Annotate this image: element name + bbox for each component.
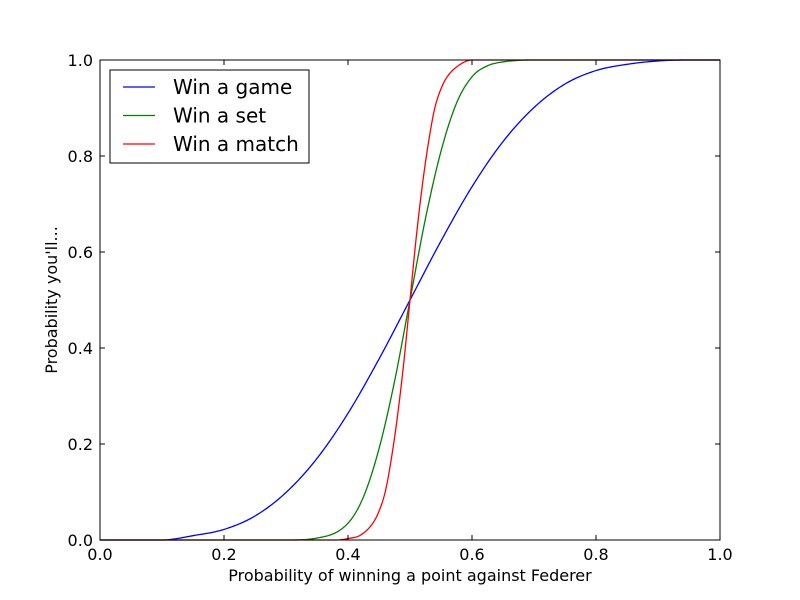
x-tick-label: 0.4 [335, 545, 360, 564]
legend-entries: Win a game Win a set Win a match [123, 75, 299, 156]
x-tick-label: 0.0 [87, 545, 112, 564]
x-tick-label: 0.2 [211, 545, 236, 564]
x-tick-label: 1.0 [707, 545, 732, 564]
x-tick-label: 0.6 [459, 545, 484, 564]
legend-label-2: Win a match [173, 132, 299, 156]
plot-frame [99, 59, 721, 541]
legend-label-1: Win a set [173, 104, 266, 128]
y-tick-label: 0.4 [68, 339, 93, 358]
x-tick-label: 0.8 [583, 545, 608, 564]
y-tick-label: 0.6 [68, 243, 93, 262]
y-tick-label: 0.8 [68, 147, 93, 166]
y-tick-label: 0.2 [68, 435, 93, 454]
x-axis-label: Probability of winning a point against F… [228, 566, 592, 585]
y-axis-label: Probability you'll... [42, 226, 61, 374]
ticks-layer: 0.0 0.2 0.4 0.6 0.8 1.0 0.0 0.2 0.4 0.6 0.8 1.0 [68, 51, 733, 564]
legend-frame [109, 69, 310, 164]
legend: Win a game Win a set Win a match [109, 69, 310, 164]
y-tick-label: 0.0 [68, 531, 93, 550]
legend-label-0: Win a game [173, 75, 292, 99]
y-tick-label: 1.0 [68, 51, 93, 70]
